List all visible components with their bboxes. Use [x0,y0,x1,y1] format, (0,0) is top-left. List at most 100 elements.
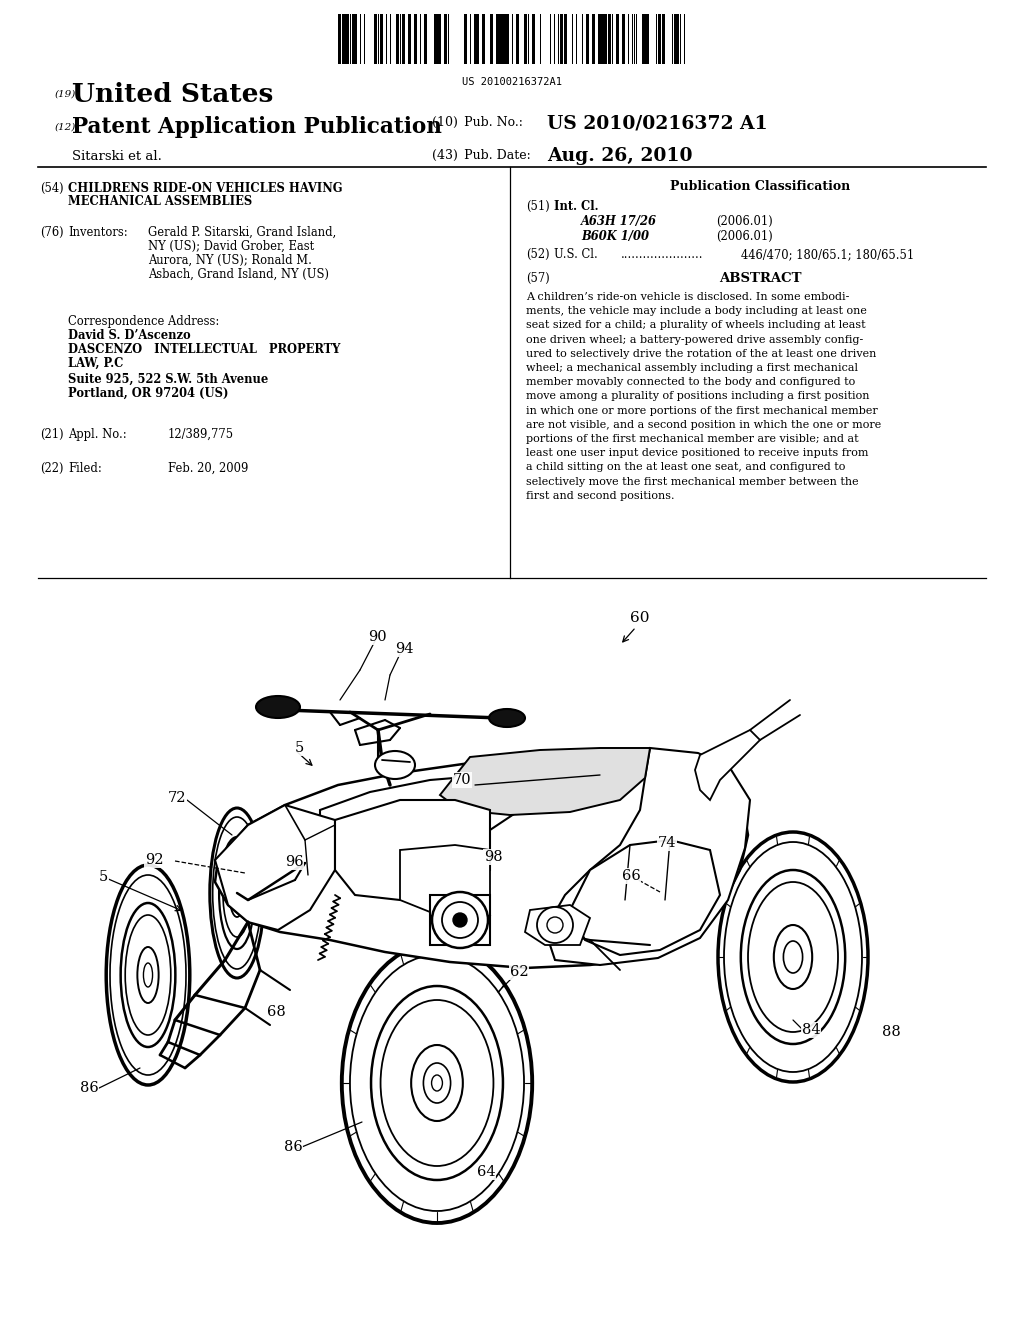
Ellipse shape [783,941,803,973]
Polygon shape [430,895,490,945]
Polygon shape [525,906,590,945]
Bar [338,15,341,63]
Ellipse shape [137,946,159,1003]
Bar [490,15,493,63]
Bar [644,15,646,63]
Text: 62: 62 [510,965,528,979]
Text: MECHANICAL ASSEMBLIES: MECHANICAL ASSEMBLIES [68,195,252,209]
Bar [564,15,567,63]
Text: Asbach, Grand Island, NY (US): Asbach, Grand Island, NY (US) [148,268,329,281]
Text: (2006.01): (2006.01) [716,230,773,243]
Bar [586,15,589,63]
Bar [498,15,500,63]
Text: 94: 94 [395,642,414,656]
Text: 86: 86 [284,1140,303,1154]
Text: portions of the first mechanical member are visible; and at: portions of the first mechanical member … [526,434,859,444]
Bar [658,15,662,63]
Text: ured to selectively drive the rotation of the at least one driven: ured to selectively drive the rotation o… [526,348,877,359]
Text: 98: 98 [484,850,503,865]
Ellipse shape [489,709,525,727]
Bar [616,15,618,63]
Text: United States: United States [72,82,273,107]
Ellipse shape [431,1074,442,1092]
Text: one driven wheel; a battery-powered drive assembly config-: one driven wheel; a battery-powered driv… [526,334,863,345]
Text: 446/470; 180/65.1; 180/65.51: 446/470; 180/65.1; 180/65.51 [741,248,914,261]
Ellipse shape [210,808,264,978]
Ellipse shape [350,954,524,1210]
Text: 60: 60 [630,611,649,624]
Text: B60K 1/00: B60K 1/00 [581,230,649,243]
Bar [674,15,676,63]
Bar [438,15,441,63]
Polygon shape [215,750,748,968]
Bar [500,15,502,63]
Text: 96: 96 [285,855,304,869]
Text: 86: 86 [80,1081,98,1096]
Text: Gerald P. Sitarski, Grand Island,: Gerald P. Sitarski, Grand Island, [148,226,336,239]
Text: first and second positions.: first and second positions. [526,491,675,500]
Text: Sitarski et al.: Sitarski et al. [72,150,162,162]
Text: least one user input device positioned to receive inputs from: least one user input device positioned t… [526,449,868,458]
Bar [676,15,679,63]
Bar [464,15,467,63]
Bar [408,15,411,63]
Polygon shape [335,800,490,900]
Text: (76): (76) [40,226,63,239]
Text: (57): (57) [526,272,550,285]
Text: are not visible, and a second position in which the one or more: are not visible, and a second position i… [526,420,882,430]
Ellipse shape [256,696,300,718]
Bar [604,15,607,63]
Bar [602,15,604,63]
Bar [622,15,624,63]
Text: (12): (12) [55,123,76,132]
Bar [476,15,479,63]
Bar [608,15,610,63]
Ellipse shape [106,865,189,1085]
Bar [524,15,527,63]
Bar [344,15,346,63]
Polygon shape [695,730,760,800]
Bar [600,15,602,63]
Text: Correspondence Address:: Correspondence Address: [68,315,219,327]
Bar [502,15,504,63]
Bar [414,15,416,63]
Ellipse shape [229,869,245,917]
Bar [506,15,509,63]
Text: ABSTRACT: ABSTRACT [719,272,801,285]
Text: Portland, OR 97204 (US): Portland, OR 97204 (US) [68,387,228,400]
Ellipse shape [125,915,171,1035]
Text: LAW, P.C: LAW, P.C [68,356,123,370]
Bar [402,15,406,63]
Bar [374,15,377,63]
Text: 64: 64 [477,1166,496,1179]
Text: 68: 68 [267,1005,286,1019]
Text: a child sitting on the at least one seat, and configured to: a child sitting on the at least one seat… [526,462,846,473]
Ellipse shape [537,907,573,942]
Bar [516,15,518,63]
Polygon shape [400,845,490,912]
Text: 66: 66 [622,869,641,883]
Ellipse shape [223,849,251,937]
Text: Inventors:: Inventors: [68,226,128,239]
Text: selectively move the first mechanical member between the: selectively move the first mechanical me… [526,477,859,487]
Ellipse shape [442,902,478,939]
Text: (54): (54) [40,182,63,195]
Text: (22): (22) [40,462,63,475]
Polygon shape [215,805,335,931]
Text: NY (US); David Grober, East: NY (US); David Grober, East [148,240,314,253]
Ellipse shape [143,964,153,987]
Text: US 20100216372A1: US 20100216372A1 [462,77,562,87]
Bar [342,15,344,63]
Text: 84: 84 [802,1023,820,1038]
Ellipse shape [740,870,845,1044]
Text: (52): (52) [526,248,550,261]
Text: Publication Classification: Publication Classification [670,180,850,193]
Bar [436,15,438,63]
Text: (2006.01): (2006.01) [716,215,773,228]
Text: Appl. No.:: Appl. No.: [68,428,127,441]
Bar [474,15,476,63]
Text: member movably connected to the body and configured to: member movably connected to the body and… [526,378,855,387]
Ellipse shape [423,1063,451,1104]
Bar [424,15,426,63]
Bar [434,15,436,63]
